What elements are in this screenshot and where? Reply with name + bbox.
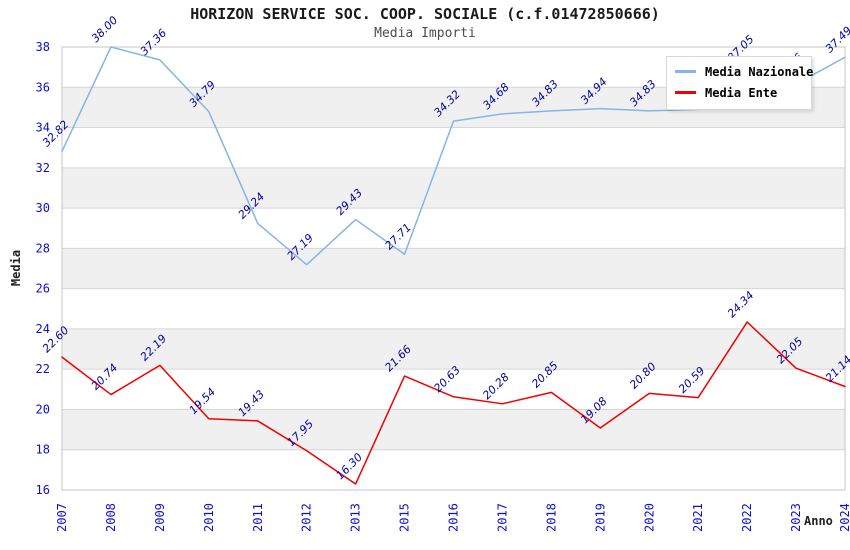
x-axis-title: Anno bbox=[804, 514, 833, 528]
point-label: 27.71 bbox=[382, 221, 413, 252]
x-tick-label: 2016 bbox=[447, 503, 461, 532]
y-tick-label: 20 bbox=[36, 402, 50, 416]
y-tick-label: 30 bbox=[36, 201, 50, 215]
x-tick-label: 2020 bbox=[642, 503, 656, 532]
line-swatch-icon bbox=[675, 91, 696, 94]
y-tick-label: 26 bbox=[36, 282, 50, 296]
point-label: 37.49 bbox=[823, 24, 850, 55]
y-tick-label: 22 bbox=[36, 362, 50, 376]
y-tick-label: 38 bbox=[36, 40, 50, 54]
y-axis-title: Media bbox=[9, 249, 23, 287]
x-tick-label: 2024 bbox=[838, 503, 850, 532]
x-tick-label: 2023 bbox=[789, 503, 803, 532]
legend-item-media-ente: Media Ente bbox=[675, 82, 803, 103]
line-swatch-icon bbox=[675, 70, 696, 73]
point-label: 16.30 bbox=[334, 451, 365, 482]
x-tick-label: 2011 bbox=[251, 503, 265, 532]
x-tick-label: 2021 bbox=[691, 503, 705, 532]
point-label: 20.28 bbox=[480, 370, 511, 401]
legend: Media Nazionale Media Ente bbox=[666, 56, 813, 110]
x-tick-label: 2017 bbox=[495, 503, 509, 532]
x-tick-label: 2012 bbox=[300, 503, 314, 532]
y-tick-label: 28 bbox=[36, 241, 50, 255]
point-label: 38.00 bbox=[89, 14, 120, 45]
chart-title: HORIZON SERVICE SOC. COOP. SOCIALE (c.f.… bbox=[190, 5, 660, 23]
y-tick-label: 32 bbox=[36, 161, 50, 175]
x-tick-label: 2008 bbox=[104, 503, 118, 532]
x-tick-label: 2007 bbox=[55, 503, 69, 532]
x-tick-label: 2010 bbox=[202, 503, 216, 532]
y-tick-label: 18 bbox=[36, 443, 50, 457]
legend-item-media-nazionale: Media Nazionale bbox=[675, 61, 813, 82]
x-tick-label: 2018 bbox=[544, 503, 558, 532]
point-label: 24.34 bbox=[725, 289, 756, 320]
y-tick-label: 24 bbox=[36, 322, 50, 336]
x-tick-label: 2009 bbox=[153, 503, 167, 532]
legend-label: Media Ente bbox=[705, 85, 778, 100]
y-tick-label: 34 bbox=[36, 121, 50, 135]
x-tick-label: 2015 bbox=[398, 503, 412, 532]
y-tick-label: 36 bbox=[36, 80, 50, 94]
x-tick-label: 2013 bbox=[349, 503, 363, 532]
legend-label: Media Nazionale bbox=[705, 64, 814, 79]
point-label: 37.36 bbox=[138, 27, 169, 58]
x-tick-label: 2019 bbox=[593, 503, 607, 532]
chart-subtitle: Media Importi bbox=[374, 26, 476, 41]
x-tick-label: 2022 bbox=[740, 503, 754, 532]
y-tick-label: 16 bbox=[36, 483, 50, 497]
